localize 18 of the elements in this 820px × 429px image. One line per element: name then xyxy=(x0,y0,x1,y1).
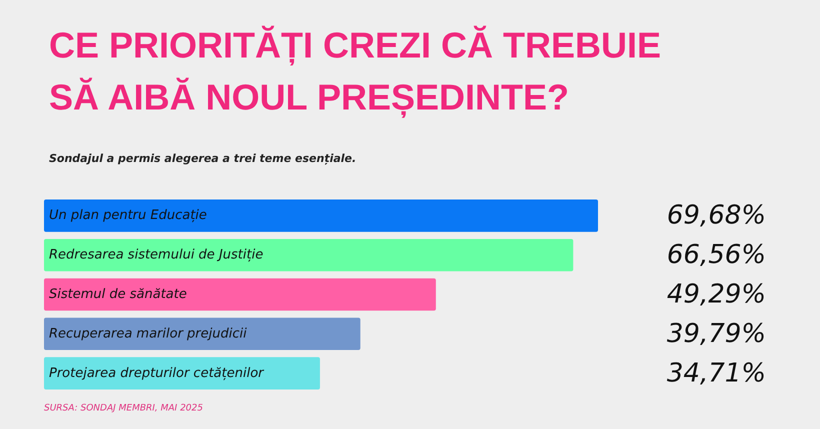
chart-subtitle: Sondajul a permis alegerea a trei teme esențiale. xyxy=(49,152,356,165)
data-label: 69,68% xyxy=(666,200,766,231)
bar xyxy=(44,278,436,311)
data-label: 39,79% xyxy=(666,318,766,349)
bar xyxy=(44,238,574,272)
y-tick-label: Recuperarea marilor prejudicii xyxy=(49,326,248,342)
data-label: 34,71% xyxy=(666,358,766,388)
y-tick-label: Protejarea drepturilor cetățenilor xyxy=(49,366,266,381)
bar xyxy=(44,357,320,390)
bar xyxy=(44,200,598,232)
data-label: 66,56% xyxy=(666,240,766,270)
text: SURSA: SONDAJ MEMBRI, MAI 2025 xyxy=(44,404,204,414)
bar xyxy=(44,318,360,350)
data-label: 49,29% xyxy=(666,280,766,310)
y-tick-label: Redresarea sistemului de Justiție xyxy=(49,248,264,263)
y-tick-label: Sistemul de sănătate xyxy=(49,287,187,302)
y-tick-label: Un plan pentru Educație xyxy=(49,208,207,224)
chart-title: CE PRIORITĂȚI CREZI CĂ TREBUIE SĂ AIBĂ NOUL PREȘEDINTE? xyxy=(49,24,662,118)
